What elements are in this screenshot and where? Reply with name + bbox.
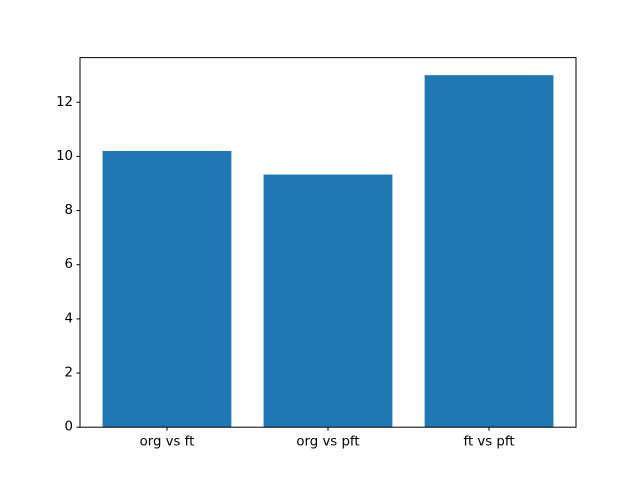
x-tick-label: ft vs pft [464, 435, 515, 450]
y-tick-label: 2 [65, 366, 73, 381]
bar-ft-vs-pft [424, 75, 554, 428]
y-tick-label: 4 [65, 311, 73, 326]
y-tick-label: 6 [65, 257, 73, 272]
x-tick-label: org vs ft [140, 435, 195, 450]
y-tick-label: 8 [65, 203, 73, 218]
y-tick-label: 0 [65, 420, 73, 435]
bar-org-vs-pft [263, 174, 393, 428]
x-tick-label: org vs pft [296, 435, 359, 450]
bar-org-vs-ft [102, 151, 232, 428]
y-tick-label: 12 [56, 95, 73, 110]
y-tick-label: 10 [56, 149, 73, 164]
